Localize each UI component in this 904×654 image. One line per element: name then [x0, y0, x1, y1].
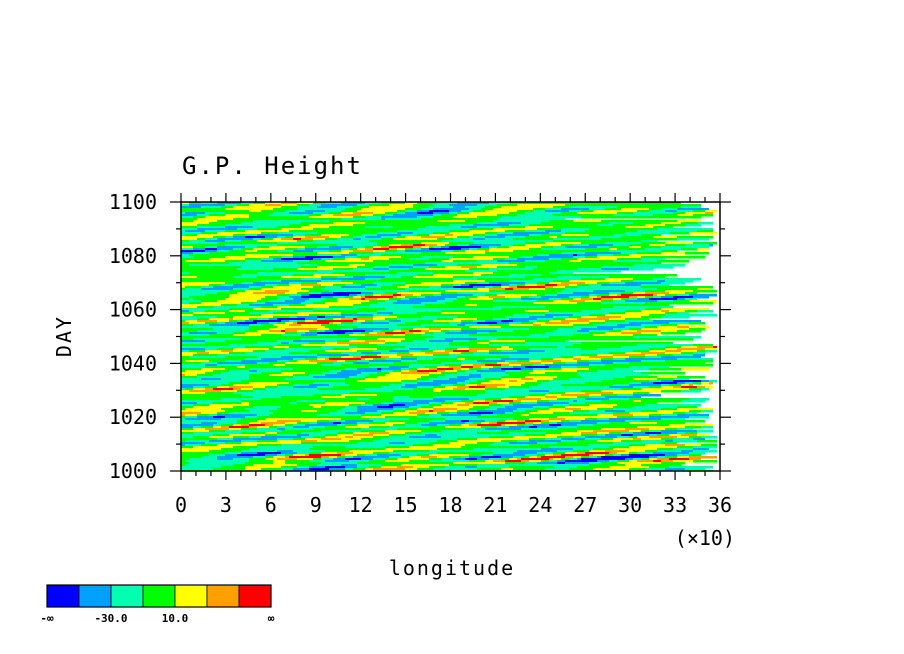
x-axis-ticks — [180, 193, 721, 480]
x-tick-label: 6 — [265, 493, 277, 517]
heatmap-field — [181, 202, 717, 471]
x-tick-label: 33 — [663, 493, 687, 517]
x-tick-label: 24 — [528, 493, 552, 517]
colorbar-swatch — [174, 584, 208, 608]
colorbar — [46, 584, 272, 608]
x-tick-label: 3 — [220, 493, 232, 517]
colorbar-swatch — [238, 584, 272, 608]
colorbar-label: -∞ — [40, 612, 54, 625]
colorbar-swatch — [206, 584, 240, 608]
colorbar-labels: -∞ -30.0 10.0 ∞ — [40, 612, 274, 625]
x-axis-label: longitude — [389, 556, 515, 580]
y-tick-label: 1040 — [109, 351, 157, 375]
colorbar-swatch — [78, 584, 112, 608]
y-axis-ticks — [170, 201, 731, 472]
x-tick-label: 12 — [349, 493, 373, 517]
y-axis-tick-labels: 1000 1020 1040 1060 1080 1100 — [109, 190, 157, 483]
x-tick-label: 9 — [310, 493, 322, 517]
x-tick-label: 15 — [394, 493, 418, 517]
chart-title: G.P. Height — [182, 152, 363, 180]
colorbar-label: 10.0 — [162, 612, 189, 625]
colorbar-label: ∞ — [268, 612, 275, 625]
colorbar-frame — [46, 584, 272, 608]
y-axis-label: DAY — [52, 315, 76, 357]
colorbar-label: -30.0 — [94, 612, 127, 625]
x-tick-label: 18 — [438, 493, 462, 517]
y-tick-label: 1000 — [109, 459, 157, 483]
x-tick-label: 21 — [483, 493, 507, 517]
x-axis-tick-labels: 0 3 6 9 12 15 18 21 24 27 30 33 36 — [175, 493, 732, 517]
y-tick-label: 1080 — [109, 244, 157, 268]
colorbar-swatch — [110, 584, 144, 608]
x-tick-label: 30 — [618, 493, 642, 517]
x-tick-label: 27 — [573, 493, 597, 517]
x-tick-label: 0 — [175, 493, 187, 517]
x-axis-multiplier: (×10) — [675, 526, 735, 550]
colorbar-swatch — [142, 584, 176, 608]
colorbar-swatch — [46, 584, 80, 608]
y-tick-label: 1020 — [109, 405, 157, 429]
x-tick-label: 36 — [708, 493, 732, 517]
y-tick-label: 1100 — [109, 190, 157, 214]
y-tick-label: 1060 — [109, 298, 157, 322]
